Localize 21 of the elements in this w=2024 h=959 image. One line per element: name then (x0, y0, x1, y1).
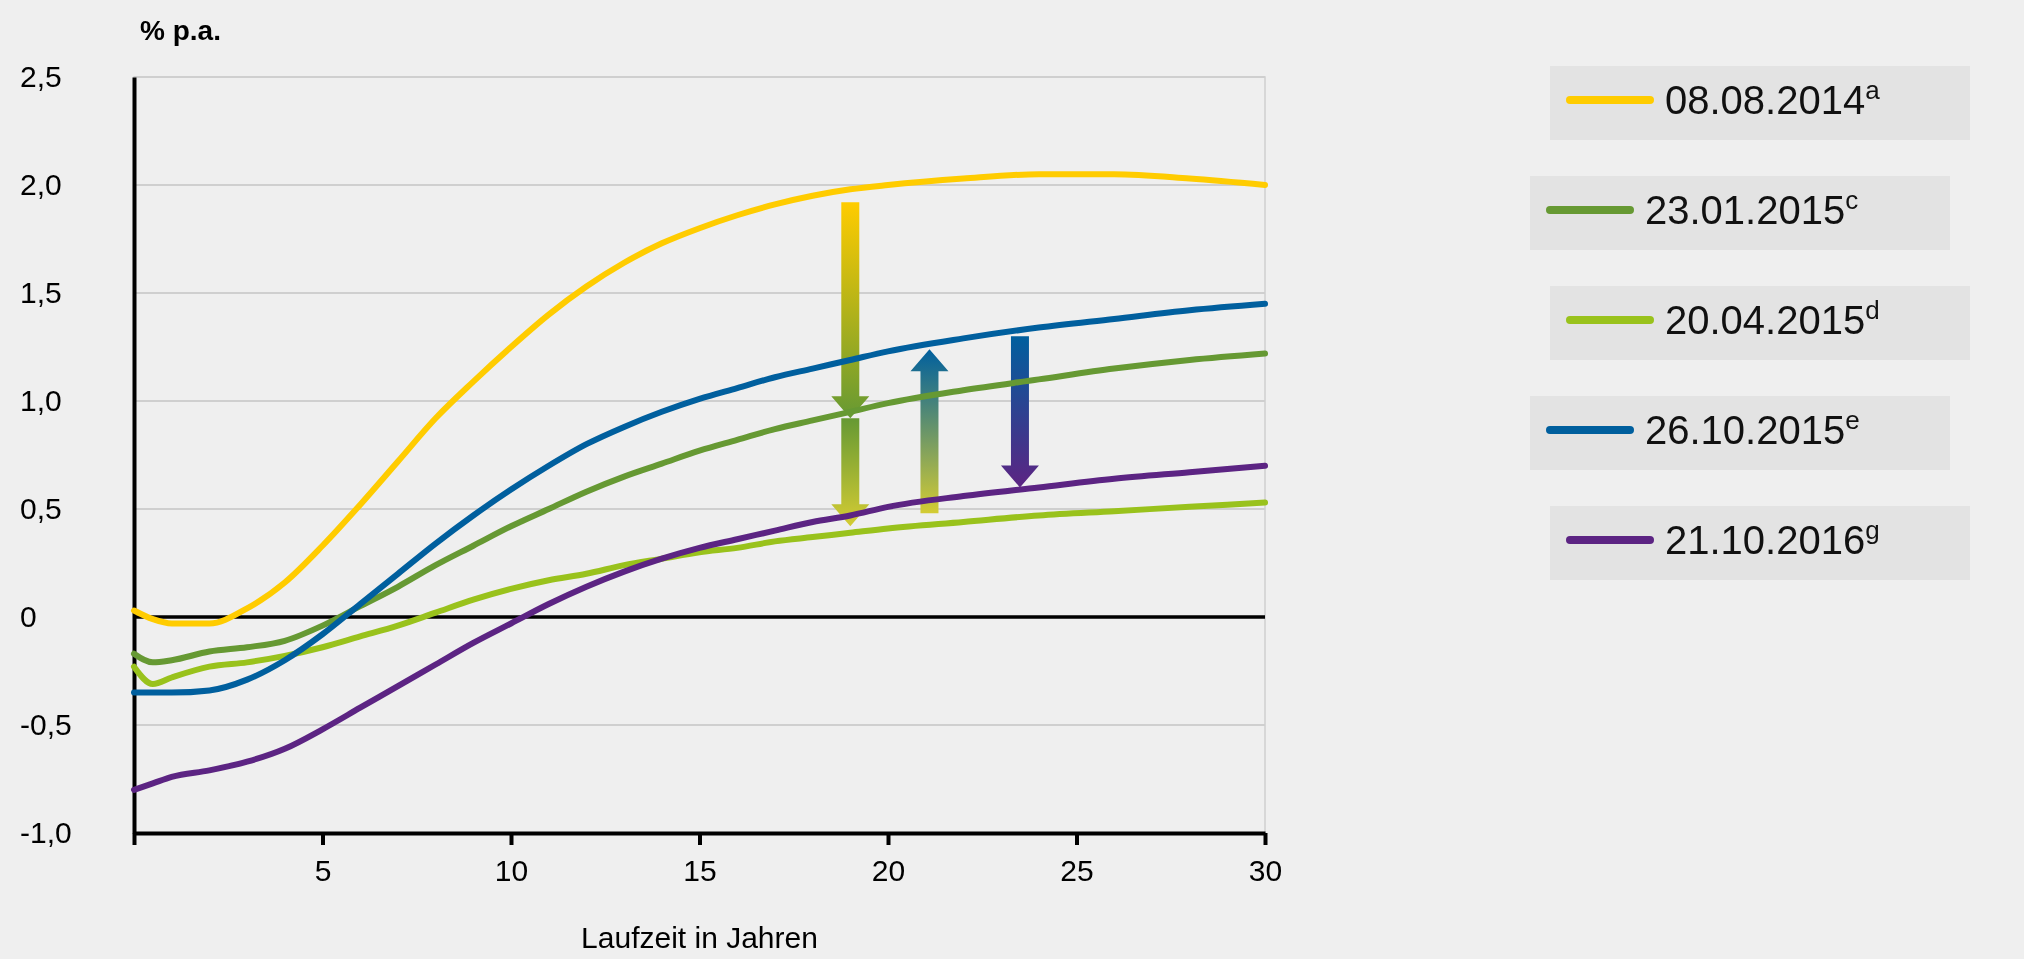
x-tick-label: 30 (1248, 854, 1283, 887)
x-tick-label: 15 (683, 854, 717, 887)
y-tick-label: 2,5 (20, 60, 62, 94)
y-axis-title: % p.a. (140, 15, 221, 46)
y-tick-label: 0,5 (20, 492, 62, 526)
x-tick-label: 10 (494, 854, 529, 887)
y-tick-label: 2,0 (20, 168, 62, 202)
y-tick-label: -1,0 (20, 816, 72, 850)
legend-label: 21.10.2016$^{g}$ (1665, 515, 1880, 562)
x-tick-label: 25 (1060, 854, 1094, 887)
y-tick-label: 1,5 (20, 276, 62, 310)
legend-label: 23.01.2015$^{c}$ (1645, 185, 1859, 232)
y-tick-label: -0,5 (20, 708, 72, 742)
y-tick-label: 0 (20, 600, 37, 634)
legend-label: 08.08.2014$^{a}$ (1665, 75, 1881, 122)
legend-label: 26.10.2015$^{e}$ (1645, 405, 1860, 452)
legend-label: 20.04.2015$^{d}$ (1665, 295, 1880, 342)
x-axis-title: Laufzeit in Jahren (581, 921, 818, 954)
x-tick-label: 20 (871, 854, 906, 887)
y-tick-label: 1,0 (20, 384, 62, 418)
x-tick-label: 5 (314, 854, 332, 887)
